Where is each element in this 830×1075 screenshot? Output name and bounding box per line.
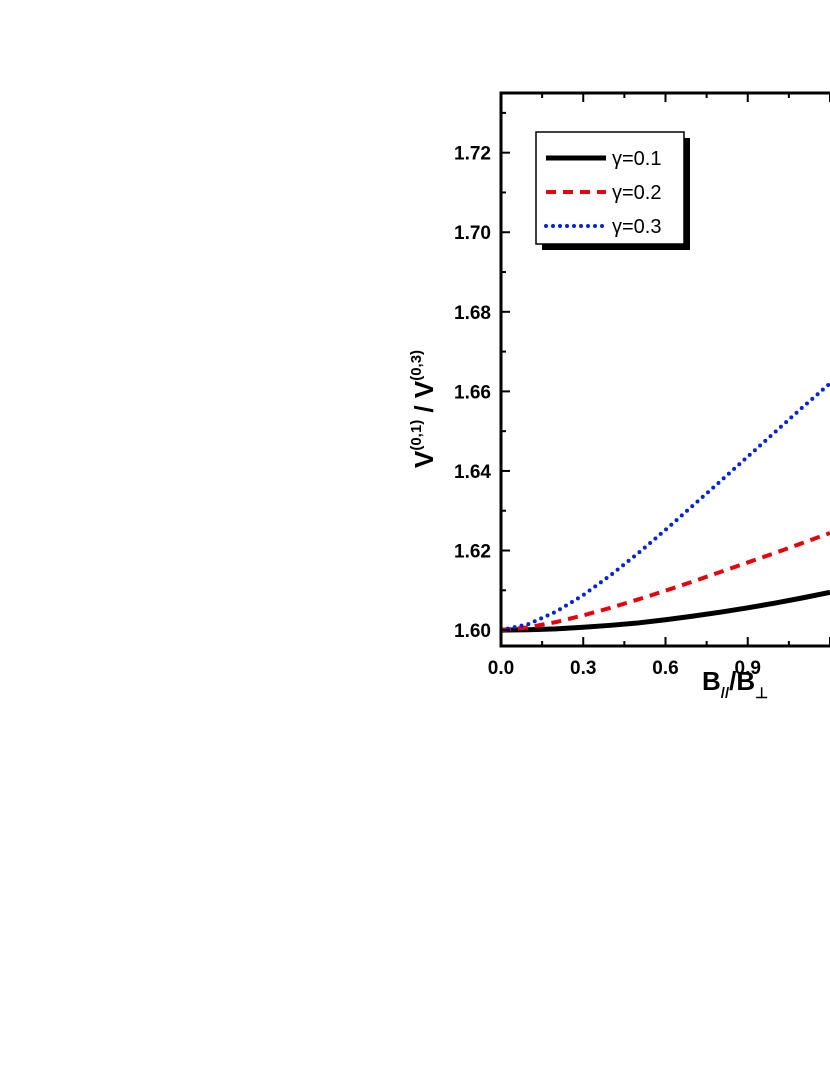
x-tick-label: 0.9: [735, 658, 761, 679]
y-axis-title: V(0,1) / V(0,3): [408, 350, 439, 468]
y-axis-title-sup2: (0,3): [408, 350, 425, 381]
legend: γ=0.1 γ=0.2 γ=0.3: [535, 131, 690, 250]
legend-label-3: γ=0.3: [612, 216, 661, 238]
x-axis-title-sub2: ⊥: [755, 685, 768, 702]
series-line-1: [501, 589, 830, 633]
axes-layer: 0.0 0.3 0.6 0.9 1.60 1.62 1.64 1.66 1.68 1.70 1.72: [454, 91, 830, 679]
x-tick-label: 0.0: [488, 658, 514, 679]
legend-box: [535, 131, 685, 245]
y-axis-title-v1: V: [409, 450, 439, 468]
y-tick-label: 1.62: [454, 542, 491, 563]
x-tick-label: 0.6: [652, 658, 678, 679]
x-axis-title: B///B⊥: [702, 666, 768, 702]
y-tick-label: 1.70: [454, 223, 491, 244]
y-tick-label: 1.68: [454, 303, 491, 324]
y-tick-label: 1.72: [454, 144, 491, 165]
x-axis-title-slash: /B: [729, 666, 755, 696]
y-axis-title-sup1: (0,1): [408, 420, 425, 451]
y-tick-label: 1.64: [454, 462, 491, 483]
legend-label-2: γ=0.2: [612, 182, 661, 204]
series-line-3: [501, 381, 830, 633]
y-tick-label: 1.60: [454, 621, 491, 642]
series-layer: [501, 381, 830, 633]
y-axis-title-sep: /: [409, 398, 439, 420]
legend-label-1: γ=0.1: [612, 148, 661, 170]
x-axis-title-sub1: //: [721, 685, 730, 702]
y-tick-label: 1.66: [454, 382, 491, 403]
x-axis-title-main: B: [702, 666, 721, 696]
x-tick-label: 0.3: [570, 658, 596, 679]
series-line-2: [501, 531, 830, 633]
y-axis-title-v2: V: [409, 380, 439, 398]
